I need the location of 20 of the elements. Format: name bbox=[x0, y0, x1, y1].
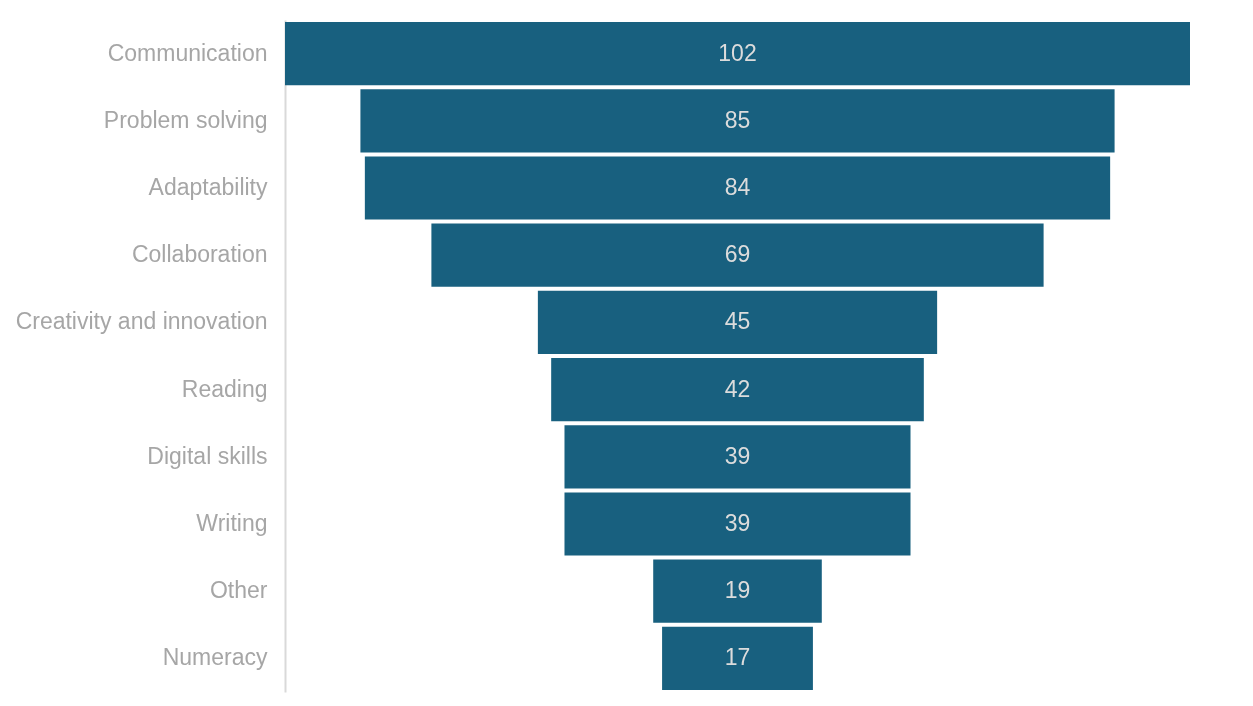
category-label: Digital skills bbox=[147, 442, 268, 469]
data-label: 102 bbox=[718, 39, 757, 66]
category-label: Writing bbox=[196, 510, 268, 536]
data-label: 39 bbox=[724, 510, 751, 536]
category-label: Numeracy bbox=[162, 644, 268, 671]
data-label: 19 bbox=[724, 577, 751, 604]
data-label: 69 bbox=[724, 241, 751, 268]
data-label: 42 bbox=[724, 375, 751, 402]
category-label: Problem solving bbox=[103, 106, 268, 133]
category-label: Other bbox=[209, 577, 268, 604]
data-label: 85 bbox=[724, 106, 751, 133]
data-label: 84 bbox=[724, 174, 751, 200]
data-label: 17 bbox=[724, 644, 751, 671]
category-label: Collaboration bbox=[131, 241, 268, 268]
category-label: Communication bbox=[107, 39, 268, 66]
category-label: Reading bbox=[181, 375, 268, 402]
data-label: 39 bbox=[724, 442, 751, 469]
category-label: Creativity and innovation bbox=[15, 308, 268, 335]
data-label: 45 bbox=[724, 308, 751, 335]
category-label: Adaptability bbox=[148, 174, 268, 200]
